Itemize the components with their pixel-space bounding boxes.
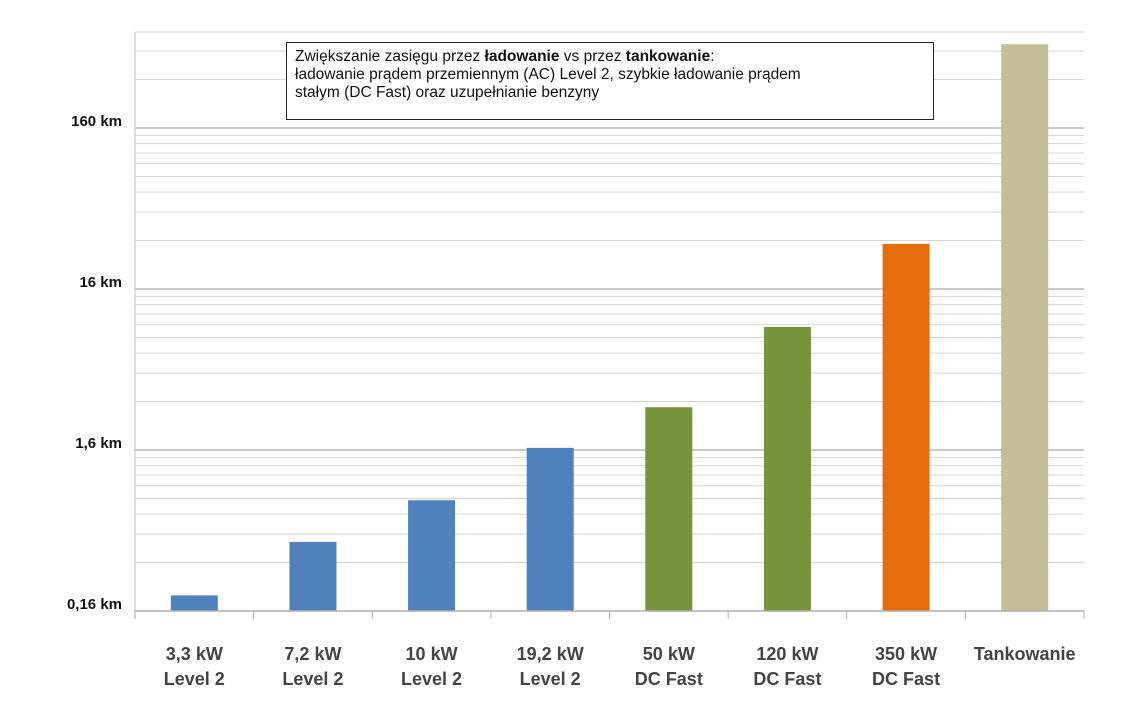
chart-title-line-1: Zwiększanie zasięgu przez ładowanie vs p…: [295, 48, 925, 66]
x-tick-label: Level 2: [282, 669, 343, 689]
x-tick-label: DC Fast: [753, 669, 821, 689]
y-tick-label: 0,16 km: [67, 596, 122, 613]
y-tick-label: 1,6 km: [75, 435, 122, 452]
title-prefix: Zwiększanie zasięgu przez: [295, 48, 485, 65]
bar: [645, 407, 693, 611]
x-tick-label: 7,2 kW: [284, 644, 341, 664]
axes: [134, 32, 1085, 619]
bars: [170, 44, 1049, 612]
title-bold-charging: ładowanie: [484, 48, 560, 65]
title-mid: vs przez: [559, 48, 626, 65]
bar: [170, 595, 218, 611]
x-tick-label: 50 kW: [643, 644, 695, 664]
title-suffix: :: [710, 48, 715, 65]
y-tick-label: 160 km: [71, 113, 122, 130]
x-tick-label: DC Fast: [872, 669, 940, 689]
x-tick-label: 10 kW: [406, 644, 458, 664]
x-tick-label: Level 2: [520, 669, 581, 689]
bar: [1001, 44, 1049, 612]
x-tick-label: Level 2: [164, 669, 225, 689]
x-tick-label: 3,3 kW: [166, 644, 223, 664]
x-tick-label: Tankowanie: [974, 644, 1076, 664]
title-bold-refueling: tankowanie: [625, 48, 711, 65]
y-tick-label: 16 km: [79, 274, 122, 291]
chart-title-box: Zwiększanie zasięgu przez ładowanie vs p…: [286, 42, 934, 120]
x-tick-label: Level 2: [401, 669, 462, 689]
x-tick-label: DC Fast: [635, 669, 703, 689]
x-tick-label: 120 kW: [756, 644, 818, 664]
bar: [882, 243, 930, 611]
bar: [408, 500, 456, 611]
bar: [763, 326, 811, 611]
y-tick-labels: 0,16 km 1,6 km 16 km 160 km: [67, 113, 122, 613]
x-tick-label: 19,2 kW: [517, 644, 584, 664]
x-tick-label: 350 kW: [875, 644, 937, 664]
chart-title-line-3: stałym (DC Fast) oraz uzupełnianie benzy…: [295, 84, 600, 101]
x-tick-labels: 3,3 kW Level 2 7,2 kW Level 2 10 kW Level 2 19…: [164, 644, 1076, 689]
chart-title-line-2: ładowanie prądem przemiennym (AC) Level …: [295, 66, 801, 83]
bar: [526, 447, 574, 611]
bar: [289, 541, 337, 611]
